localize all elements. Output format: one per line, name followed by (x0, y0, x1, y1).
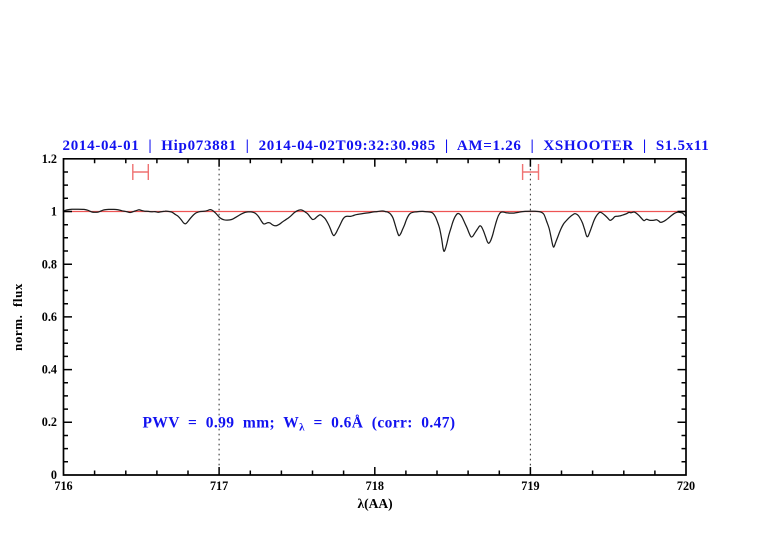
svg-text:λ(AA): λ(AA) (357, 496, 392, 511)
svg-text:norm. flux: norm. flux (10, 283, 25, 351)
svg-text:719: 719 (521, 479, 539, 493)
svg-text:716: 716 (54, 479, 72, 493)
svg-text:0.2: 0.2 (42, 415, 57, 429)
svg-text:PWV = 0.99 mm; Wλ = 0.6Å: PWV = 0.99 mm; Wλ = 0.6Å (corr: 0.47) (143, 415, 456, 434)
svg-text:718: 718 (366, 479, 384, 493)
svg-text:0.4: 0.4 (42, 363, 57, 377)
svg-text:717: 717 (210, 479, 228, 493)
svg-text:1: 1 (51, 205, 57, 219)
svg-text:0.8: 0.8 (42, 257, 57, 271)
svg-text:0.6: 0.6 (42, 310, 57, 324)
svg-text:1.2: 1.2 (42, 152, 57, 166)
svg-text:0: 0 (51, 468, 57, 482)
svg-text:720: 720 (677, 479, 695, 493)
svg-text:2014-04-01 | Hip073881 | 2: 2014-04-01 | Hip073881 | 2014-04-02T09:3… (63, 138, 710, 154)
